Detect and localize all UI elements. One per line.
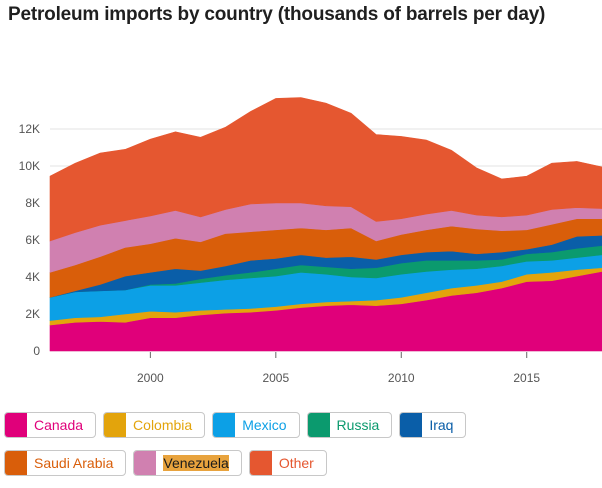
chart-title: Petroleum imports by country (thousands … [8,4,546,25]
legend-row: Saudi Arabia Venezuela Other [4,450,598,476]
legend-label: Other [278,455,314,471]
x-tick-label: 2005 [262,371,289,385]
legend-row: Canada Colombia Mexico Russia Iraq [4,412,598,438]
legend-swatch [134,451,157,475]
legend-label: Canada [34,417,84,433]
y-tick-label: 6K [25,233,40,247]
legend-swatch [249,451,272,475]
legend-swatch [5,451,27,475]
y-tick-label: 2K [25,307,40,321]
legend-item-colombia[interactable]: Colombia [103,412,206,438]
legend-item-mexico[interactable]: Mexico [212,412,300,438]
area-series-group [49,97,602,352]
y-tick-label: 12K [19,122,40,136]
legend-item-russia[interactable]: Russia [306,412,393,438]
legend-label: Iraq [429,417,454,433]
legend-label: Mexico [242,417,287,433]
legend-swatch [5,413,27,437]
legend-item-saudi-arabia[interactable]: Saudi Arabia [4,450,127,476]
x-tick-label: 2010 [388,371,415,385]
legend-label: Venezuela [163,455,229,471]
legend-item-venezuela[interactable]: Venezuela [133,450,242,476]
y-tick-label: 0 [33,344,40,358]
legend-label: Russia [336,417,380,433]
legend-swatch [104,413,127,437]
legend-item-iraq[interactable]: Iraq [399,412,467,438]
legend-label: Saudi Arabia [34,455,114,471]
stacked-area-chart: 0 2K 4K 6K 8K 10K 12K 2000 2005 2010 2015 [19,97,602,385]
legend-item-canada[interactable]: Canada [4,412,97,438]
legend-item-other[interactable]: Other [248,450,327,476]
axes: 0 2K 4K 6K 8K 10K 12K 2000 2005 2010 2015 [19,122,541,385]
x-tick-label: 2000 [137,371,164,385]
y-tick-label: 4K [25,270,40,284]
legend-swatch [400,413,423,437]
legend-swatch [307,413,330,437]
chart-legend: Canada Colombia Mexico Russia Iraq Saudi Arab… [4,412,598,488]
area-other[interactable] [49,97,602,242]
legend-swatch [213,413,236,437]
x-tick-label: 2015 [513,371,540,385]
legend-label: Colombia [133,417,193,433]
y-tick-label: 8K [25,196,40,210]
y-tick-label: 10K [19,159,40,173]
